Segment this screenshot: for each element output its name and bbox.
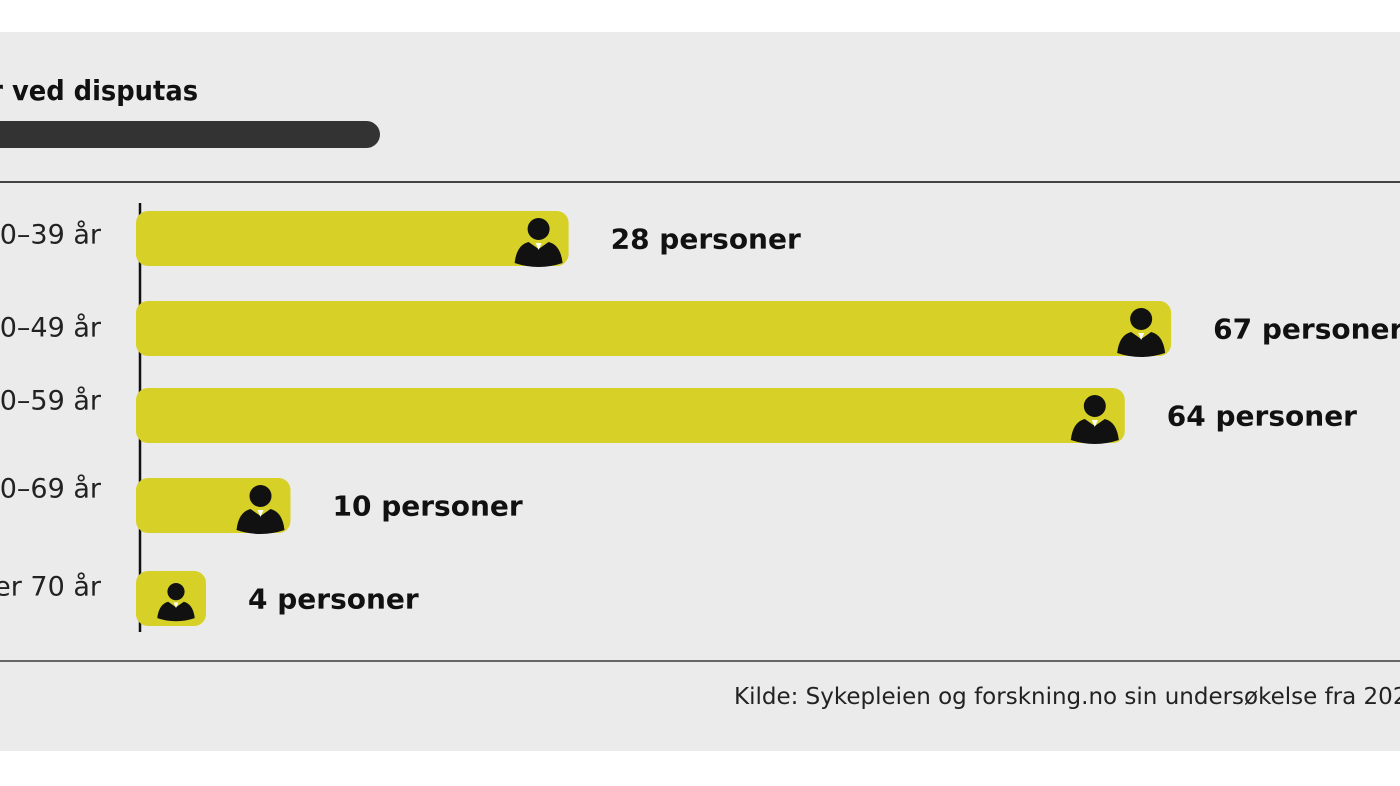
source-note: Kilde: Sykepleien og forskning.no sin un… [734,684,1400,710]
title-underline-bar [0,121,380,148]
bar [136,301,1172,356]
bar-group [136,301,1172,357]
bar-group [136,478,291,534]
data-label: 10 personer [333,490,523,523]
bar-group [136,571,206,626]
category-label: 0–39 år [0,220,102,251]
data-label: 4 personer [248,583,419,616]
person-icon [157,583,195,622]
person-icon [514,218,563,267]
data-label: 28 personer [611,223,801,256]
bar-group [136,388,1125,444]
data-label: 64 personer [1167,400,1357,433]
top-divider [0,181,1400,183]
category-label: 0–69 år [0,474,102,505]
person-icon [236,485,285,534]
person-icon [1117,308,1166,357]
person-icon [1070,395,1119,444]
bar [136,211,569,266]
category-label: er 70 år [0,572,102,603]
category-label: 0–59 år [0,386,102,417]
bottom-divider [0,660,1400,662]
chart-title: ler ved disputas [0,74,199,107]
bar [136,388,1125,443]
data-label: 67 personer [1213,313,1400,346]
category-label: 0–49 år [0,313,102,344]
bar-group [136,211,569,267]
